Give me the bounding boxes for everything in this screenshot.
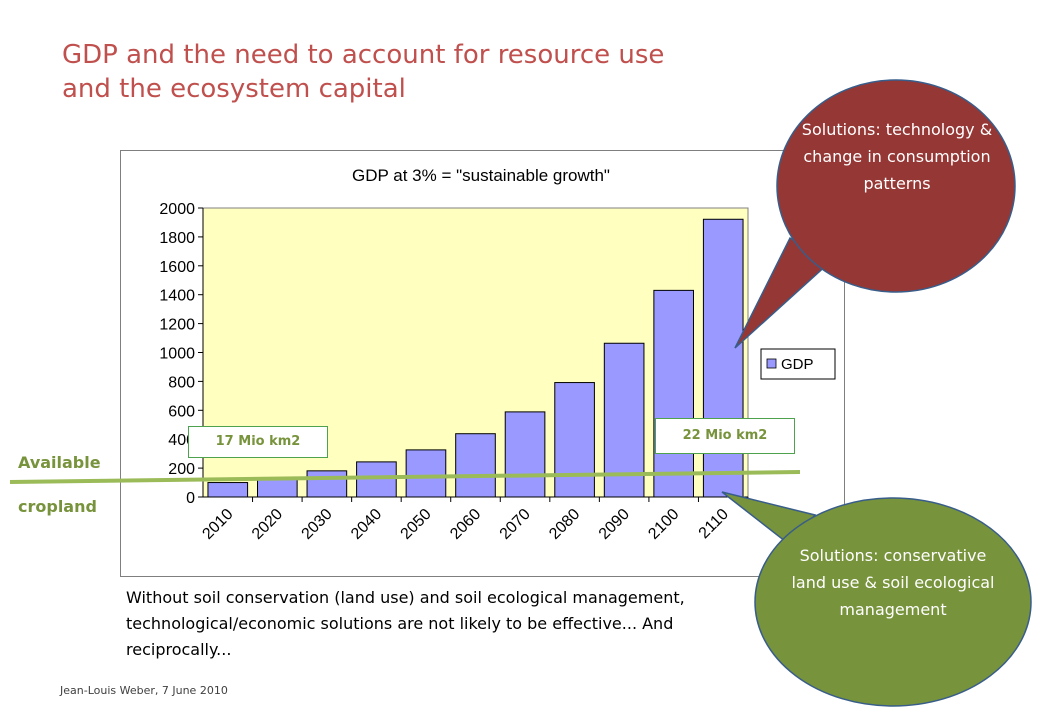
y-tick-label: 1400	[159, 288, 195, 305]
available-label: Available	[18, 453, 101, 472]
bar-2100	[653, 289, 695, 498]
cropland-line	[9, 470, 801, 484]
bar-2090	[603, 342, 645, 498]
callout-bottom-text: Solutions: conservative land use & soil …	[791, 546, 995, 619]
body-text: Without soil conservation (land use) and…	[126, 588, 685, 659]
legend-box	[760, 348, 836, 380]
bar-2030	[306, 470, 348, 498]
y-tick-label: 800	[168, 374, 195, 391]
y-tick-label: 1600	[159, 259, 195, 276]
bar-2070	[504, 411, 546, 498]
slide-title: GDP and the need to account for resource…	[62, 38, 742, 106]
legend-swatch	[766, 358, 777, 369]
bar-2060	[455, 433, 496, 498]
cropland-label: cropland	[18, 497, 97, 516]
y-tick-label: 2000	[159, 201, 195, 218]
callout-top-bubble	[776, 79, 1016, 293]
slide-title-line-1: GDP and the need to account for resource…	[62, 40, 665, 70]
bar-2080	[554, 382, 595, 498]
footer-credit: Jean-Louis Weber, 7 June 2010	[60, 684, 228, 697]
chart-legend: GDP	[760, 348, 836, 380]
y-tick-label: 1000	[159, 346, 195, 363]
bar-2050	[405, 449, 447, 498]
y-tick-label: 200	[168, 461, 195, 478]
legend-label: GDP	[781, 356, 814, 373]
area-label-right: 22 Mio km2	[655, 418, 795, 454]
slide-title-line-2: and the ecosystem capital	[62, 74, 406, 104]
y-tick-label: 1800	[159, 230, 195, 247]
chart-title: GDP at 3% = "sustainable growth"	[352, 166, 610, 185]
area-label-left: 17 Mio km2	[188, 426, 328, 458]
callout-bottom-bubble	[754, 497, 1032, 707]
y-tick-label: 0	[186, 490, 195, 507]
callout-top-text: Solutions: technology & change in consum…	[801, 120, 993, 193]
y-tick-label: 600	[168, 403, 195, 420]
y-tick-label: 1200	[159, 317, 195, 334]
